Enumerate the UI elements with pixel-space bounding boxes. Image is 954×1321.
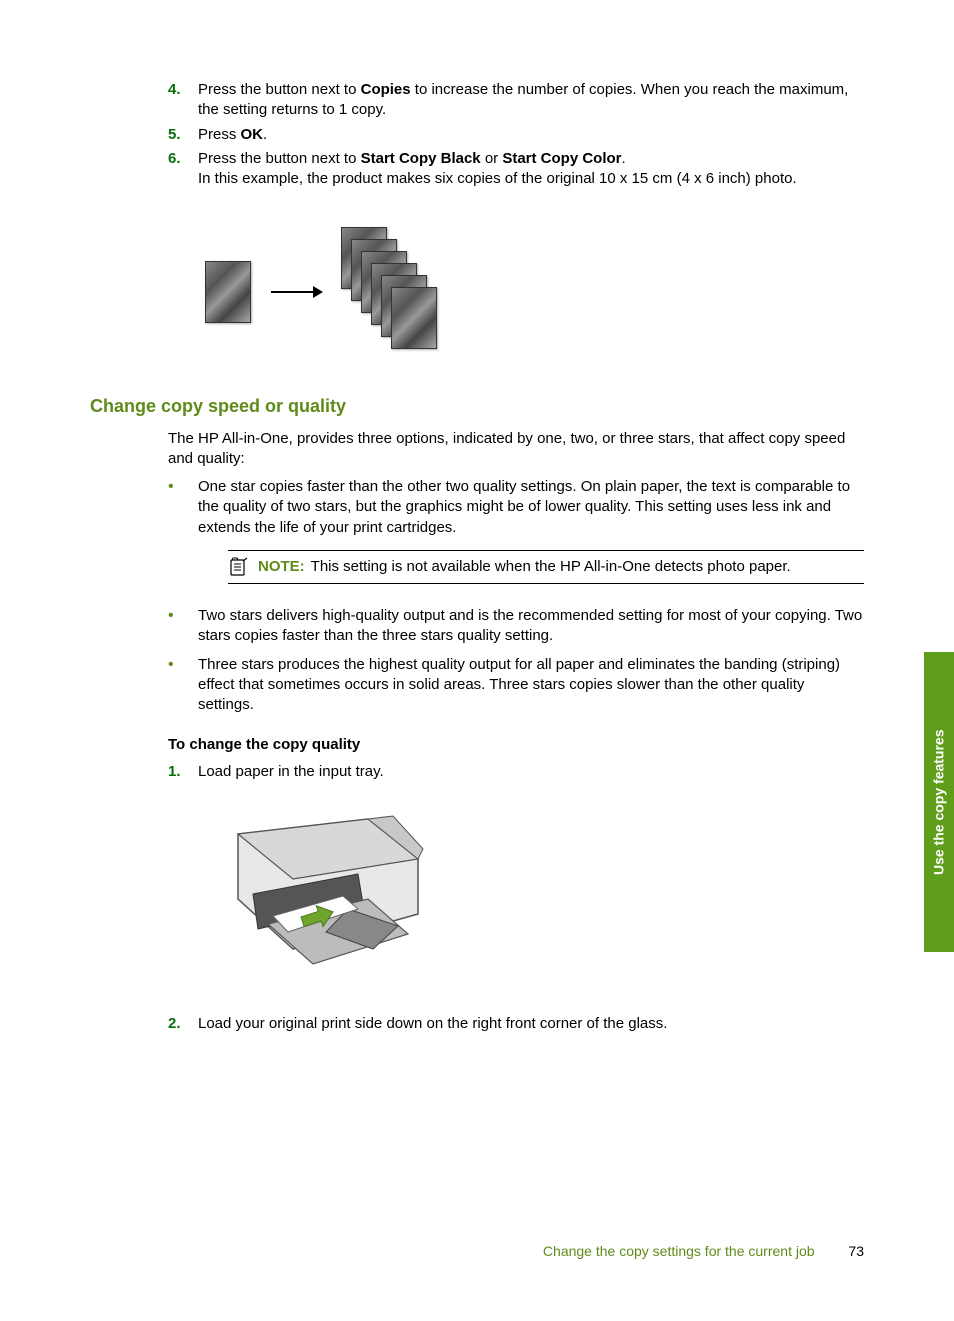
footer-title: Change the copy settings for the current… [543, 1243, 815, 1259]
step-5: 5. Press OK. [168, 125, 864, 145]
bullet-three-stars: • Three stars produces the highest quali… [168, 655, 864, 716]
page-footer: Change the copy settings for the current… [0, 1242, 954, 1261]
sub-step-2: 2. Load your original print side down on… [168, 1014, 864, 1034]
note-label: NOTE: [258, 558, 305, 575]
note-box: NOTE: This setting is not available when … [228, 550, 864, 584]
sub-heading: To change the copy quality [168, 735, 864, 755]
side-tab: Use the copy features [924, 652, 954, 952]
step-6: 6. Press the button next to Start Copy B… [168, 149, 864, 190]
section-intro: The HP All-in-One, provides three option… [168, 429, 864, 470]
bullet-one-star: • One star copies faster than the other … [168, 477, 864, 598]
section-heading: Change copy speed or quality [90, 394, 864, 418]
step-4: 4. Press the button next to Copies to in… [168, 80, 864, 121]
top-steps: 4. Press the button next to Copies to in… [168, 80, 864, 189]
printer-illustration-icon [198, 804, 448, 984]
note-icon [228, 557, 248, 577]
bullet-two-stars: • Two stars delivers high-quality output… [168, 606, 864, 647]
note-text: This setting is not available when the H… [311, 558, 791, 575]
original-photo-icon [205, 261, 251, 323]
copies-illustration [205, 219, 864, 364]
sub-step-1: 1. Load paper in the input tray. [168, 762, 864, 782]
arrow-right-icon [269, 282, 323, 302]
section-body: The HP All-in-One, provides three option… [168, 429, 864, 1035]
photo-stack-icon [341, 227, 451, 357]
quality-bullets: • One star copies faster than the other … [168, 477, 864, 715]
footer-page-number: 73 [848, 1243, 864, 1259]
